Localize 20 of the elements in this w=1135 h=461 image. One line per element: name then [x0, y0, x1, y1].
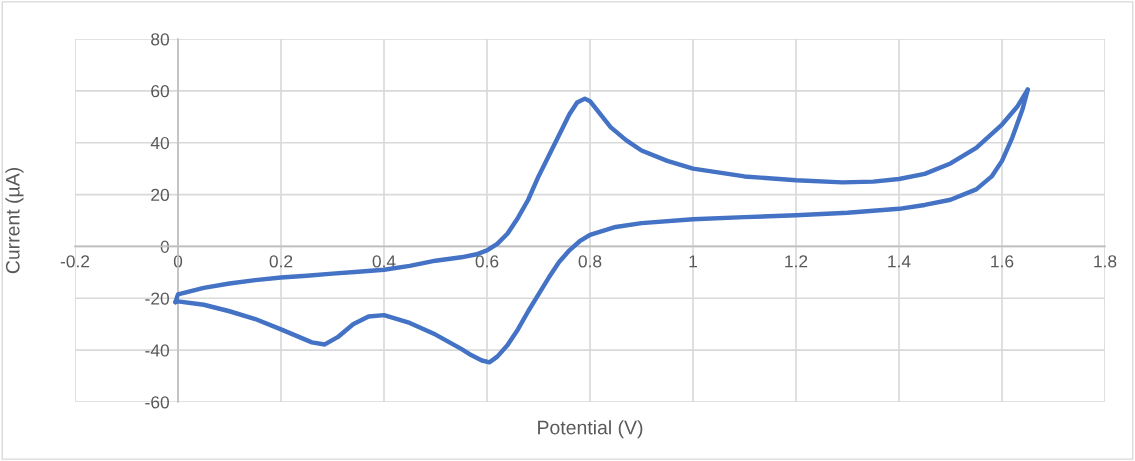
x-axis-title: Potential (V) [538, 420, 643, 439]
y-tick-label: -40 [145, 344, 169, 357]
y-axis-title: Current (µA) [5, 168, 24, 274]
y-tick-label: 40 [150, 136, 169, 150]
x-tick-label: 0 [173, 255, 183, 268]
x-tick-label: 1.6 [991, 255, 1014, 268]
x-tick-label: -0.2 [60, 255, 90, 268]
y-tick-label: -60 [145, 396, 169, 409]
y-tick-label: -20 [145, 292, 169, 305]
x-tick-label: 0.8 [578, 255, 602, 268]
y-tick-label: 20 [151, 188, 169, 202]
x-tick-label: 1.8 [1094, 255, 1117, 268]
x-tick-label: 0.4 [372, 255, 396, 268]
x-tick-label: 1.2 [785, 255, 808, 268]
x-tick-label: 1 [689, 255, 697, 268]
x-tick-label: 0.2 [269, 255, 293, 268]
x-tick-label: 1.4 [888, 255, 911, 268]
y-tick-label: 80 [151, 33, 169, 46]
x-tick-label: 0.6 [475, 255, 499, 268]
y-tick-label: 60 [151, 85, 169, 98]
